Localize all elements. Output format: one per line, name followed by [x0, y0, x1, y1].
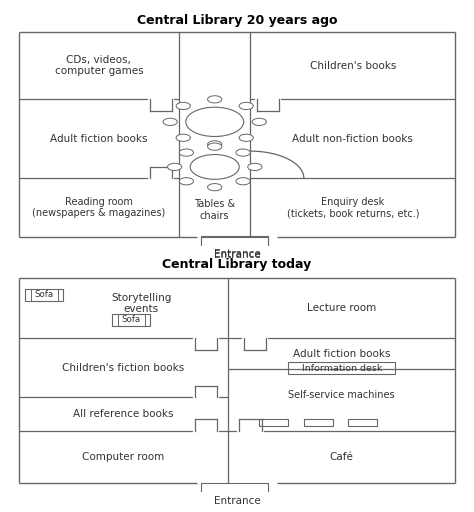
Text: Adult non-fiction books: Adult non-fiction books	[292, 134, 413, 144]
Text: All reference books: All reference books	[73, 409, 173, 419]
Text: Reading room
(newspapers & magazines): Reading room (newspapers & magazines)	[32, 197, 165, 218]
Text: Adult fiction books: Adult fiction books	[293, 349, 391, 358]
Bar	[259, 419, 288, 426]
Text: Sofa: Sofa	[122, 315, 141, 324]
Circle shape	[236, 178, 250, 185]
Text: Entrance: Entrance	[214, 249, 260, 259]
Bar	[201, 482, 268, 493]
Circle shape	[208, 96, 222, 103]
Text: CDs, videos,
computer games: CDs, videos, computer games	[55, 55, 143, 76]
Circle shape	[179, 149, 193, 156]
Circle shape	[176, 102, 191, 110]
Circle shape	[248, 163, 262, 170]
Bar	[304, 419, 333, 426]
Text: Tables &
chairs: Tables & chairs	[194, 199, 235, 221]
Text: Lecture room: Lecture room	[307, 303, 376, 313]
Circle shape	[236, 149, 250, 156]
Text: Storytelling
events: Storytelling events	[111, 293, 172, 314]
Text: Adult fiction books: Adult fiction books	[50, 134, 147, 144]
Circle shape	[252, 118, 266, 125]
Circle shape	[208, 143, 222, 150]
Circle shape	[208, 141, 222, 148]
Circle shape	[176, 134, 191, 141]
Text: Information desk: Information desk	[301, 364, 382, 373]
Text: Central Library 20 years ago: Central Library 20 years ago	[137, 14, 337, 27]
Bar	[201, 237, 268, 247]
Text: Enquiry desk
(tickets, book returns, etc.): Enquiry desk (tickets, book returns, etc…	[287, 197, 419, 218]
Circle shape	[179, 178, 193, 185]
Text: Children's books: Children's books	[310, 60, 396, 71]
Text: Computer room: Computer room	[82, 452, 164, 462]
Circle shape	[208, 184, 222, 191]
Circle shape	[190, 155, 239, 179]
Text: Entrance: Entrance	[214, 250, 260, 260]
Text: Entrance: Entrance	[214, 496, 260, 505]
Circle shape	[167, 163, 182, 170]
Text: Sofa: Sofa	[35, 290, 54, 300]
Circle shape	[186, 107, 244, 137]
Bar	[288, 362, 395, 374]
Circle shape	[239, 102, 254, 110]
Bar	[25, 289, 63, 301]
Text: Children's fiction books: Children's fiction books	[62, 362, 184, 373]
Text: Central Library today: Central Library today	[163, 258, 311, 270]
Circle shape	[239, 134, 254, 141]
Bar	[348, 419, 377, 426]
Bar	[201, 236, 268, 247]
Text: Self-service machines: Self-service machines	[288, 390, 395, 400]
Circle shape	[163, 118, 177, 125]
Text: Café: Café	[330, 452, 354, 462]
Bar	[112, 313, 150, 326]
